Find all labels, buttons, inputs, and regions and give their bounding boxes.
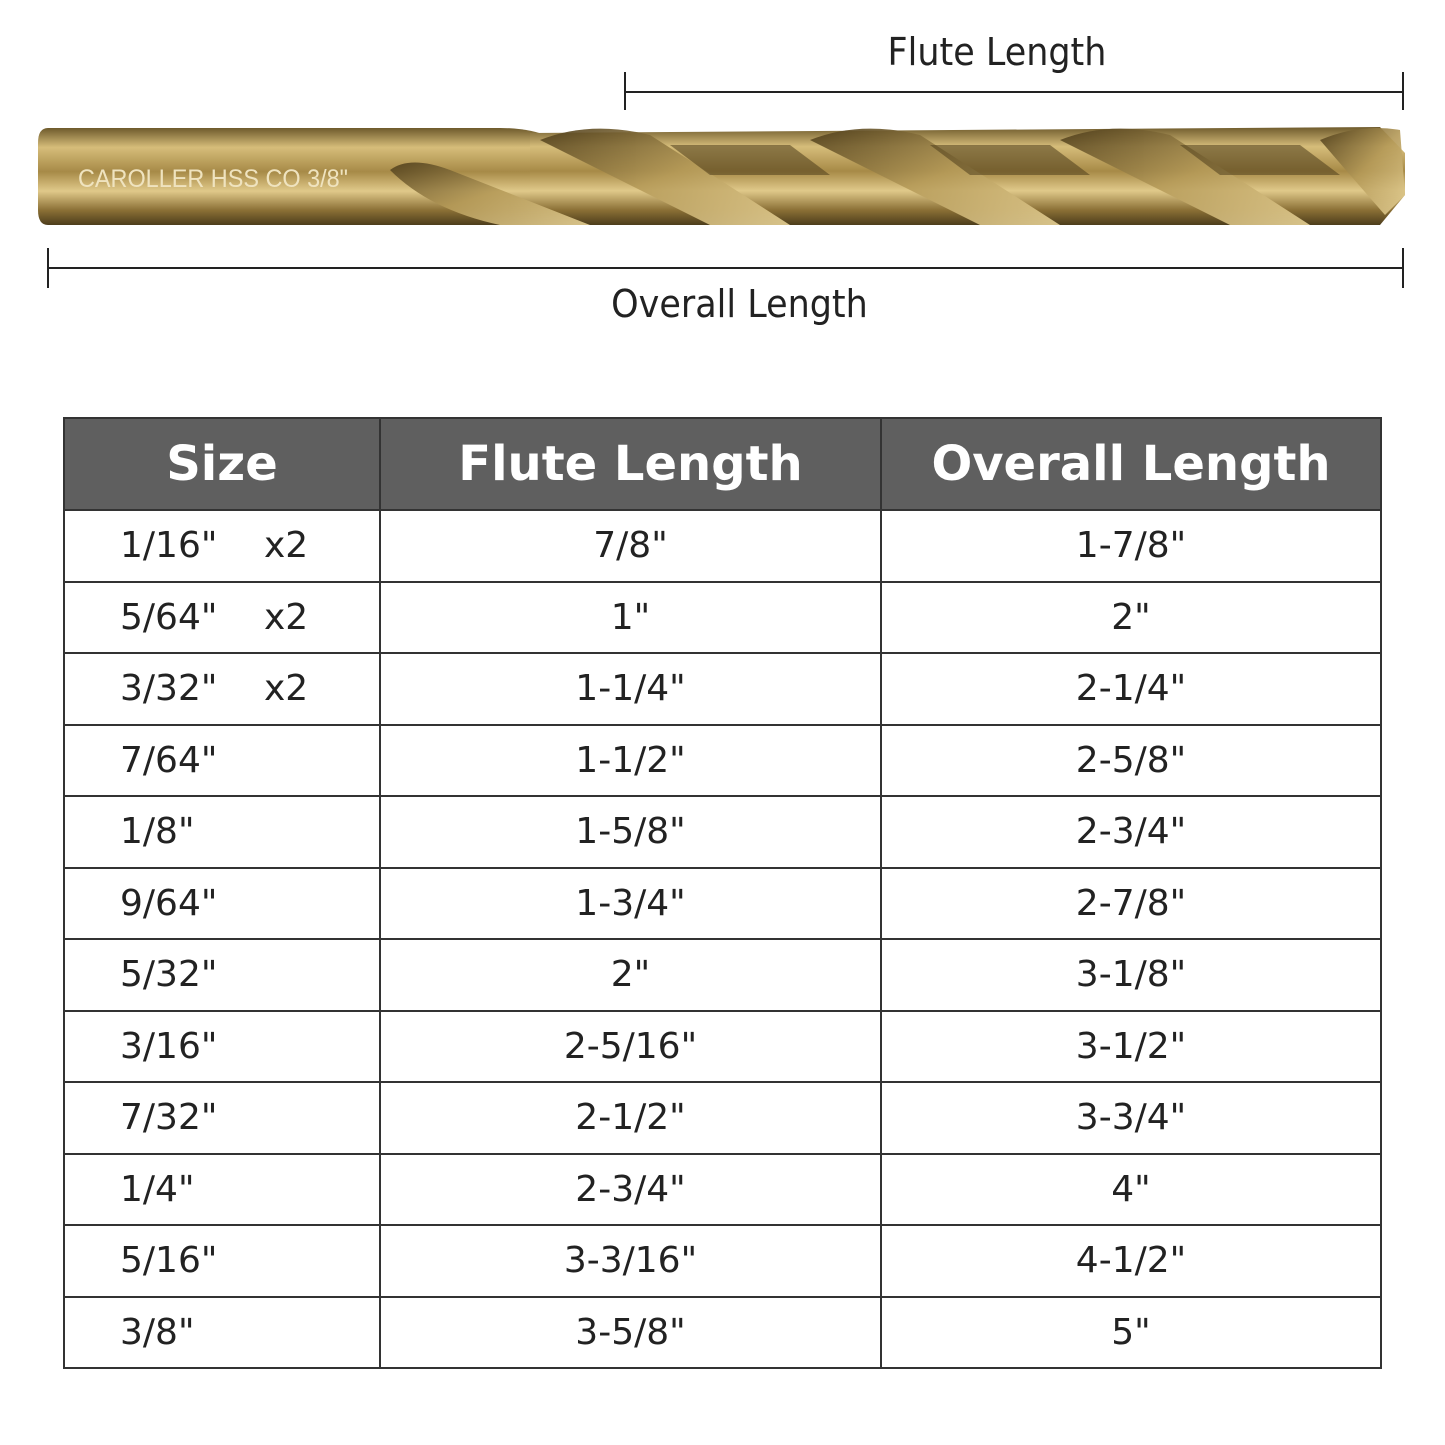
cell-size: 3/16" [63,1009,381,1083]
cell-size: 1/16" x2 [63,509,381,583]
size-value: 7/64" [120,739,218,781]
cell-size: 1/4" [63,1152,381,1226]
quantity-value: x2 [264,596,309,638]
cell-size: 7/32" [63,1081,381,1155]
cell-flute-length: 2-1/2" [379,1081,882,1155]
quantity-value: x2 [264,525,309,567]
cell-overall-length: 2-7/8" [880,866,1382,940]
cell-overall-length: 2-5/8" [880,723,1382,797]
cell-size: 5/64" x2 [63,580,381,654]
table-row: 7/64" 1-1/2" 2-5/8" [63,723,1382,797]
cell-size: 3/32" x2 [63,652,381,726]
drill-lands [670,145,1340,175]
table-row: 1/8" 1-5/8" 2-3/4" [63,795,1382,869]
cell-flute-length: 1-3/4" [379,866,882,940]
size-value: 9/64" [120,882,218,924]
size-value: 1/16" [120,525,218,567]
cell-overall-length: 3-3/4" [880,1081,1382,1155]
overall-length-tick-left [47,248,49,288]
cell-size: 5/16" [63,1224,381,1298]
header-size: Size [63,417,381,511]
table-row: 9/64" 1-3/4" 2-7/8" [63,866,1382,940]
cell-overall-length: 5" [880,1295,1382,1369]
size-value: 1/8" [120,811,195,853]
cell-flute-length: 2-3/4" [379,1152,882,1226]
cell-size: 7/64" [63,723,381,797]
cell-overall-length: 4" [880,1152,1382,1226]
size-value: 3/8" [120,1311,195,1353]
size-value: 5/16" [120,1240,218,1282]
cell-overall-length: 2-1/4" [880,652,1382,726]
cell-overall-length: 1-7/8" [880,509,1382,583]
quantity-value: x2 [264,668,309,710]
cell-flute-length: 1-1/2" [379,723,882,797]
size-value: 1/4" [120,1168,195,1210]
cell-overall-length: 3-1/2" [880,1009,1382,1083]
table-row: 5/16" 3-3/16" 4-1/2" [63,1224,1382,1298]
cell-flute-length: 1-1/4" [379,652,882,726]
table-row: 3/8" 3-5/8" 5" [63,1295,1382,1369]
header-flute-length: Flute Length [379,417,882,511]
cell-flute-length: 3-5/8" [379,1295,882,1369]
cell-flute-length: 2-5/16" [379,1009,882,1083]
cell-size: 5/32" [63,938,381,1012]
cell-overall-length: 3-1/8" [880,938,1382,1012]
cell-flute-length: 1-5/8" [379,795,882,869]
size-value: 5/32" [120,954,218,996]
flute-length-label: Flute Length [887,30,1107,74]
overall-length-label: Overall Length [611,282,868,326]
size-value: 3/32" [120,668,218,710]
size-value: 3/16" [120,1025,218,1067]
table-row: 3/16" 2-5/16" 3-1/2" [63,1009,1382,1083]
cell-overall-length: 2-3/4" [880,795,1382,869]
cell-flute-length: 2" [379,938,882,1012]
cell-size: 1/8" [63,795,381,869]
drill-bit-image: CAROLLER HSS CO 3/8" [38,127,1405,225]
overall-length-line [47,267,1404,269]
table-row: 3/32" x2 1-1/4" 2-1/4" [63,652,1382,726]
cell-flute-length: 1" [379,580,882,654]
table-row: 7/32" 2-1/2" 3-3/4" [63,1081,1382,1155]
cell-overall-length: 4-1/2" [880,1224,1382,1298]
table-row: 1/16" x2 7/8" 1-7/8" [63,509,1382,583]
size-value: 7/32" [120,1097,218,1139]
size-value: 5/64" [120,596,218,638]
drill-engraving: CAROLLER HSS CO 3/8" [78,165,348,193]
table-row: 1/4" 2-3/4" 4" [63,1152,1382,1226]
cell-flute-length: 3-3/16" [379,1224,882,1298]
flute-length-tick-right [1402,72,1404,110]
cell-overall-length: 2" [880,580,1382,654]
flute-length-tick-left [624,72,626,110]
table-row: 5/64" x2 1" 2" [63,580,1382,654]
drill-shank [38,128,550,225]
cell-size: 9/64" [63,866,381,940]
flute-length-line [624,91,1404,93]
header-overall-length: Overall Length [880,417,1382,511]
table-header-row: Size Flute Length Overall Length [63,417,1382,511]
cell-flute-length: 7/8" [379,509,882,583]
overall-length-tick-right [1402,248,1404,288]
cell-size: 3/8" [63,1295,381,1369]
drill-flutes [390,127,1405,225]
drill-size-table: Size Flute Length Overall Length 1/16" x2… [63,417,1382,1369]
table-row: 5/32" 2" 3-1/8" [63,938,1382,1012]
